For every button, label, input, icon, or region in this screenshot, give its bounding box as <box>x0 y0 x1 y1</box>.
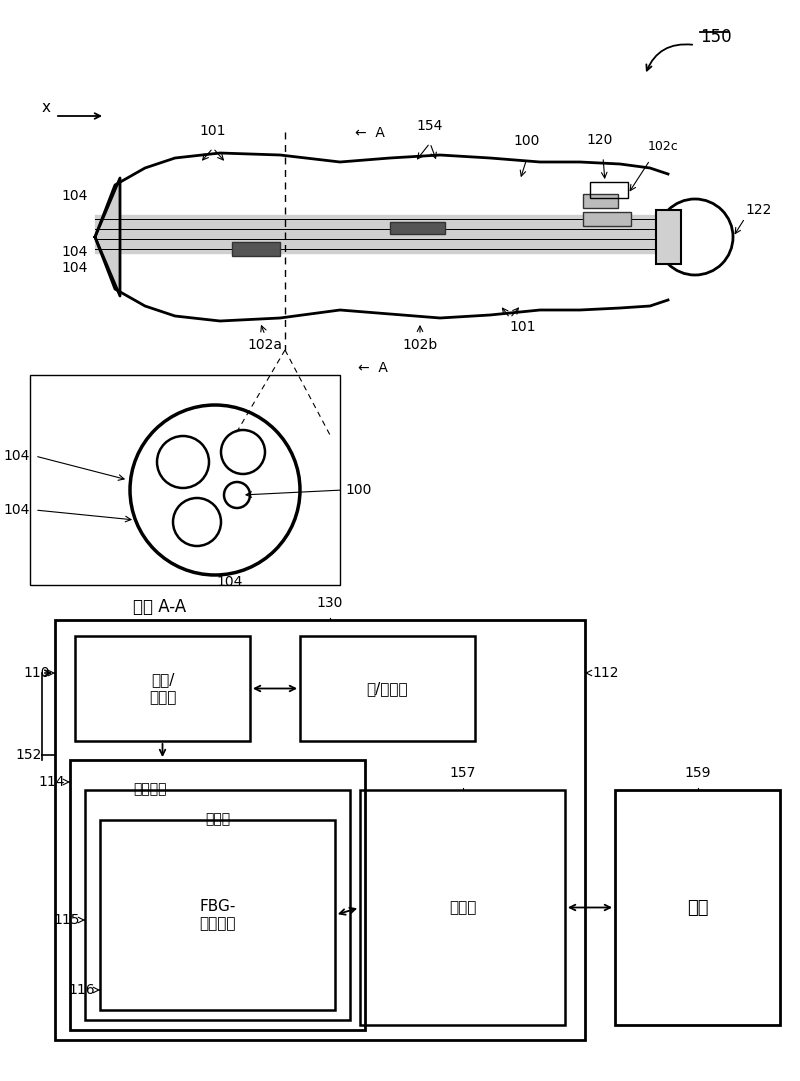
Bar <box>590 182 628 198</box>
Text: 104: 104 <box>62 261 88 275</box>
Text: 154: 154 <box>417 119 443 133</box>
Text: x: x <box>42 99 51 115</box>
Text: 光源/
接收器: 光源/ 接收器 <box>149 672 176 705</box>
Text: 源/接收器: 源/接收器 <box>366 681 408 696</box>
Text: 110: 110 <box>23 666 50 680</box>
Text: 接口: 接口 <box>686 898 708 917</box>
Text: 100: 100 <box>345 483 371 497</box>
Text: 存储器: 存储器 <box>205 812 230 826</box>
Text: 104: 104 <box>4 449 30 463</box>
Text: 122: 122 <box>745 203 771 217</box>
Text: 计算设备: 计算设备 <box>134 782 166 796</box>
Bar <box>615 790 780 1025</box>
Text: 157: 157 <box>450 766 476 780</box>
Text: 104: 104 <box>62 245 88 259</box>
Text: 115: 115 <box>54 913 80 927</box>
Bar <box>100 820 335 1010</box>
Text: 100: 100 <box>514 134 540 148</box>
Bar <box>300 636 475 740</box>
Text: 截面 A-A: 截面 A-A <box>134 598 186 616</box>
Bar <box>55 620 585 1040</box>
Text: 159: 159 <box>684 766 710 780</box>
Bar <box>30 375 340 585</box>
Bar <box>360 790 565 1025</box>
Bar <box>70 760 365 1030</box>
Text: 104: 104 <box>62 189 88 203</box>
Text: 102b: 102b <box>402 338 438 352</box>
Text: 114: 114 <box>38 775 65 789</box>
Text: 102a: 102a <box>247 338 282 352</box>
Text: FBG-
感测程序: FBG- 感测程序 <box>199 898 236 931</box>
Text: 152: 152 <box>16 748 42 762</box>
Text: ←  A: ← A <box>358 361 388 375</box>
Bar <box>232 242 280 256</box>
Text: 101: 101 <box>509 320 535 334</box>
Text: 116: 116 <box>68 983 95 997</box>
Text: 102c: 102c <box>648 141 678 154</box>
Bar <box>656 210 681 264</box>
Text: ←  A: ← A <box>355 126 385 141</box>
Text: 120: 120 <box>587 133 613 147</box>
Text: 101: 101 <box>200 124 226 138</box>
Text: 112: 112 <box>592 666 618 680</box>
Bar <box>583 193 618 208</box>
Bar <box>583 212 631 226</box>
Bar <box>390 222 445 233</box>
Bar <box>75 636 250 740</box>
Text: 显示器: 显示器 <box>449 900 476 915</box>
Polygon shape <box>95 178 120 296</box>
Text: 104: 104 <box>217 575 243 589</box>
Text: 104: 104 <box>4 503 30 517</box>
Text: 150: 150 <box>700 28 732 46</box>
Text: 130: 130 <box>317 596 343 610</box>
Bar <box>85 790 350 1020</box>
